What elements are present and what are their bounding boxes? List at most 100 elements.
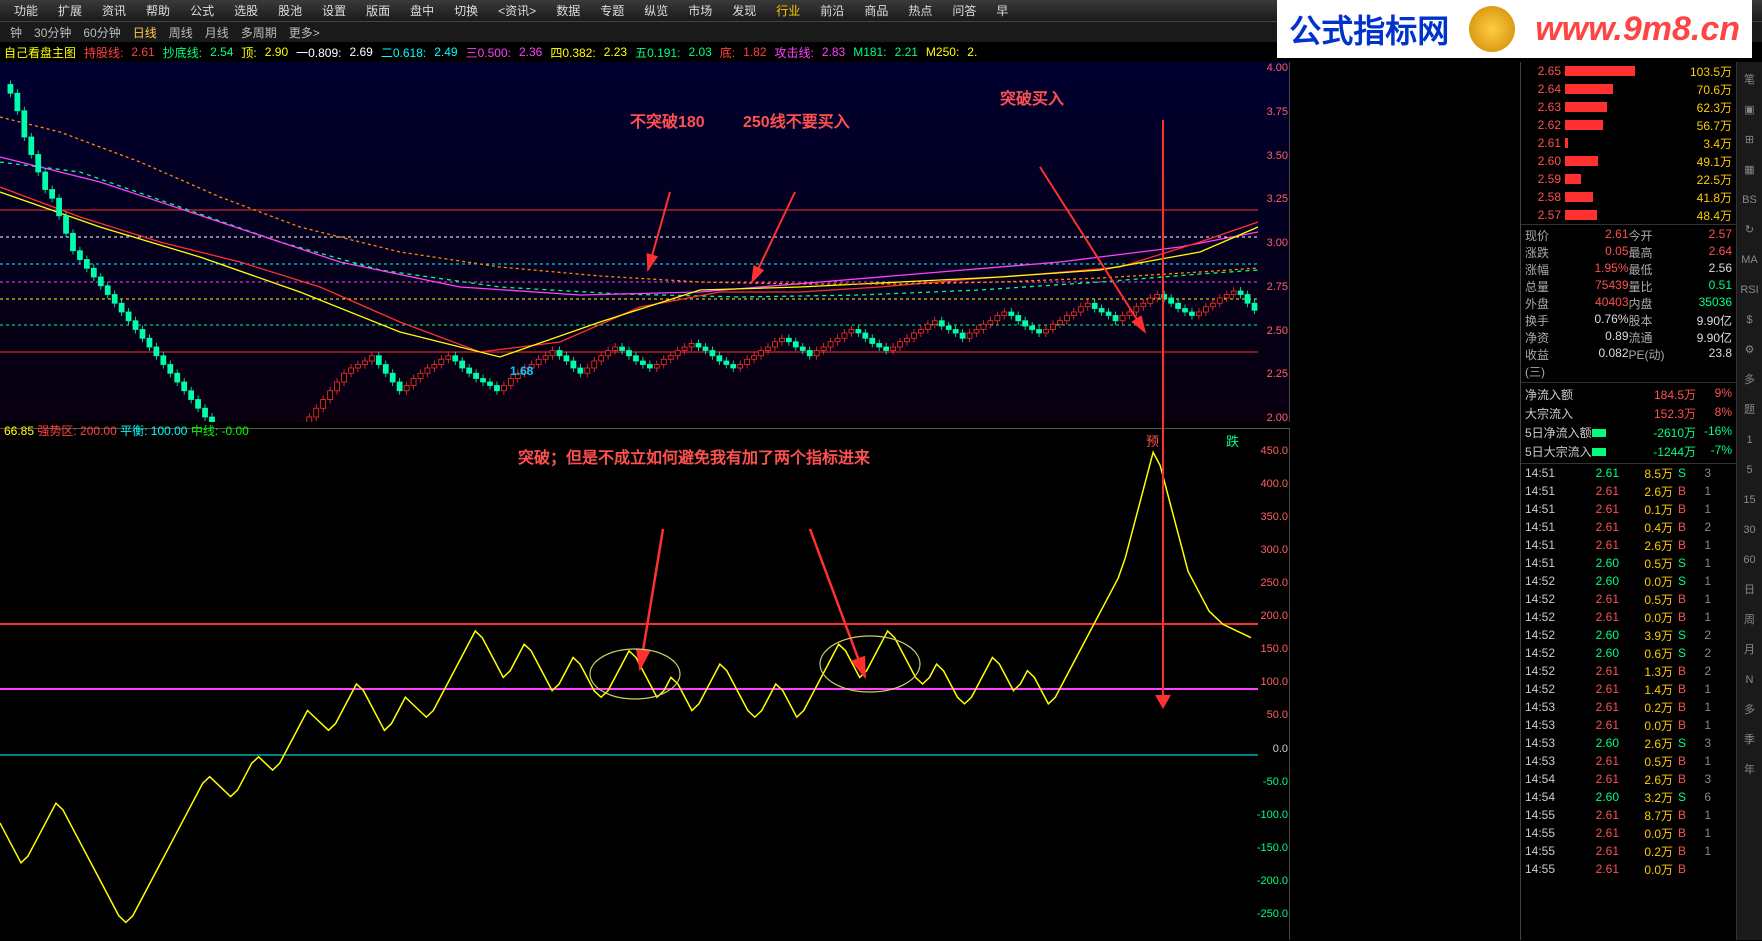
- menu-item[interactable]: <资讯>: [488, 2, 546, 19]
- quote-key: 最低: [1629, 261, 1669, 278]
- toolbar-button[interactable]: 日: [1740, 580, 1760, 600]
- toolbar-button[interactable]: ⊞: [1740, 130, 1760, 150]
- right-toolbar: 笔▣⊞▦BS↻MARSI$⚙多题15153060日周月N多季年: [1736, 62, 1762, 940]
- tick-price: 2.61: [1575, 592, 1619, 606]
- sub-indicator-title: 66.85 强势区: 200.00 平衡: 100.00 中线: -0.00: [4, 422, 249, 439]
- tick-price: 2.60: [1575, 574, 1619, 588]
- timeframe-item[interactable]: 更多>: [283, 24, 326, 41]
- toolbar-button[interactable]: 季: [1740, 730, 1760, 750]
- toolbar-button[interactable]: 年: [1740, 760, 1760, 780]
- menu-item[interactable]: 问答: [942, 2, 986, 19]
- tick-vol: 0.6万: [1619, 645, 1673, 662]
- tick-vol: 0.0万: [1619, 825, 1673, 842]
- menu-item[interactable]: 版面: [356, 2, 400, 19]
- toolbar-button[interactable]: 多: [1740, 700, 1760, 720]
- menu-item[interactable]: 前沿: [810, 2, 854, 19]
- menu-item[interactable]: 设置: [312, 2, 356, 19]
- info-value: 四0.382:: [550, 44, 595, 61]
- menu-item[interactable]: 商品: [854, 2, 898, 19]
- menu-item[interactable]: 专题: [590, 2, 634, 19]
- timeframe-item[interactable]: 钟: [4, 24, 28, 41]
- toolbar-button[interactable]: ▦: [1740, 160, 1760, 180]
- tick-row: 14:552.618.7万B1: [1521, 806, 1736, 824]
- toolbar-button[interactable]: 月: [1740, 640, 1760, 660]
- tick-count: 1: [1691, 718, 1711, 732]
- tick-dir: B: [1673, 862, 1691, 876]
- toolbar-button[interactable]: RSI: [1740, 280, 1760, 300]
- toolbar-button[interactable]: ⚙: [1740, 340, 1760, 360]
- depth-bar: [1565, 138, 1568, 148]
- menu-item[interactable]: 扩展: [48, 2, 92, 19]
- tick-count: 1: [1691, 502, 1711, 516]
- quote-val: 0.082: [1565, 346, 1629, 380]
- depth-vol: 41.8万: [1597, 189, 1732, 206]
- quote-val: 1.95%: [1565, 261, 1629, 278]
- menu-item[interactable]: 切换: [444, 2, 488, 19]
- tick-dir: S: [1673, 628, 1691, 642]
- tick-dir: B: [1673, 754, 1691, 768]
- tick-row: 14:512.600.5万S1: [1521, 554, 1736, 572]
- toolbar-button[interactable]: 30: [1740, 520, 1760, 540]
- toolbar-button[interactable]: BS: [1740, 190, 1760, 210]
- depth-bar: [1565, 156, 1598, 166]
- menu-item[interactable]: 帮助: [136, 2, 180, 19]
- tick-count: 3: [1691, 466, 1711, 480]
- timeframe-item[interactable]: 周线: [163, 24, 199, 41]
- toolbar-button[interactable]: 15: [1740, 490, 1760, 510]
- toolbar-button[interactable]: ▣: [1740, 100, 1760, 120]
- toolbar-button[interactable]: ↻: [1740, 220, 1760, 240]
- tick-time: 14:52: [1525, 682, 1575, 696]
- timeframe-item[interactable]: 30分钟: [28, 24, 77, 41]
- tick-time: 14:52: [1525, 592, 1575, 606]
- flow-key: 5日净流入额: [1525, 424, 1634, 441]
- quote-key: 现价: [1525, 227, 1565, 244]
- toolbar-button[interactable]: 1: [1740, 430, 1760, 450]
- tick-price: 2.61: [1575, 772, 1619, 786]
- yao-label: 预: [1146, 431, 1159, 450]
- timeframe-item[interactable]: 月线: [199, 24, 235, 41]
- flow-row: 净流入额184.5万9%: [1521, 385, 1736, 404]
- info-value: M250:: [926, 45, 959, 59]
- info-value: 底:: [720, 44, 735, 61]
- sub-title-part: 66.85: [4, 424, 37, 438]
- timeframe-item[interactable]: 60分钟: [77, 24, 126, 41]
- toolbar-button[interactable]: 多: [1740, 370, 1760, 390]
- tick-vol: 0.0万: [1619, 573, 1673, 590]
- tick-price: 2.61: [1575, 718, 1619, 732]
- info-value: 抄底线:: [163, 44, 202, 61]
- menu-item[interactable]: 数据: [546, 2, 590, 19]
- timeframe-item[interactable]: 日线: [127, 24, 163, 41]
- tick-count: 2: [1691, 664, 1711, 678]
- menu-item[interactable]: 盘中: [400, 2, 444, 19]
- quote-key: 内盘: [1629, 295, 1669, 312]
- tick-row: 14:512.610.1万B1: [1521, 500, 1736, 518]
- menu-item[interactable]: 资讯: [92, 2, 136, 19]
- tick-time: 14:51: [1525, 484, 1575, 498]
- menu-item[interactable]: 选股: [224, 2, 268, 19]
- menu-item[interactable]: 发现: [722, 2, 766, 19]
- menu-item[interactable]: 纵览: [634, 2, 678, 19]
- toolbar-button[interactable]: N: [1740, 670, 1760, 690]
- toolbar-button[interactable]: 题: [1740, 400, 1760, 420]
- menu-item[interactable]: 行业: [766, 2, 810, 19]
- toolbar-button[interactable]: $: [1740, 310, 1760, 330]
- menu-item[interactable]: 市场: [678, 2, 722, 19]
- tick-time: 14:55: [1525, 862, 1575, 876]
- menu-item[interactable]: 公式: [180, 2, 224, 19]
- toolbar-button[interactable]: 60: [1740, 550, 1760, 570]
- tick-dir: S: [1673, 790, 1691, 804]
- menu-item[interactable]: 早: [986, 2, 1018, 19]
- toolbar-button[interactable]: 笔: [1740, 70, 1760, 90]
- timeframe-item[interactable]: 多周期: [235, 24, 283, 41]
- sub-tick: -100.0: [1257, 809, 1288, 821]
- tick-price: 2.61: [1575, 502, 1619, 516]
- menu-item[interactable]: 热点: [898, 2, 942, 19]
- price-tick: 2.50: [1267, 325, 1288, 337]
- menu-item[interactable]: 股池: [268, 2, 312, 19]
- toolbar-button[interactable]: 5: [1740, 460, 1760, 480]
- toolbar-button[interactable]: MA: [1740, 250, 1760, 270]
- menu-item[interactable]: 功能: [4, 2, 48, 19]
- toolbar-button[interactable]: 周: [1740, 610, 1760, 630]
- sub-tick: 100.0: [1260, 676, 1288, 688]
- tick-price: 2.61: [1575, 700, 1619, 714]
